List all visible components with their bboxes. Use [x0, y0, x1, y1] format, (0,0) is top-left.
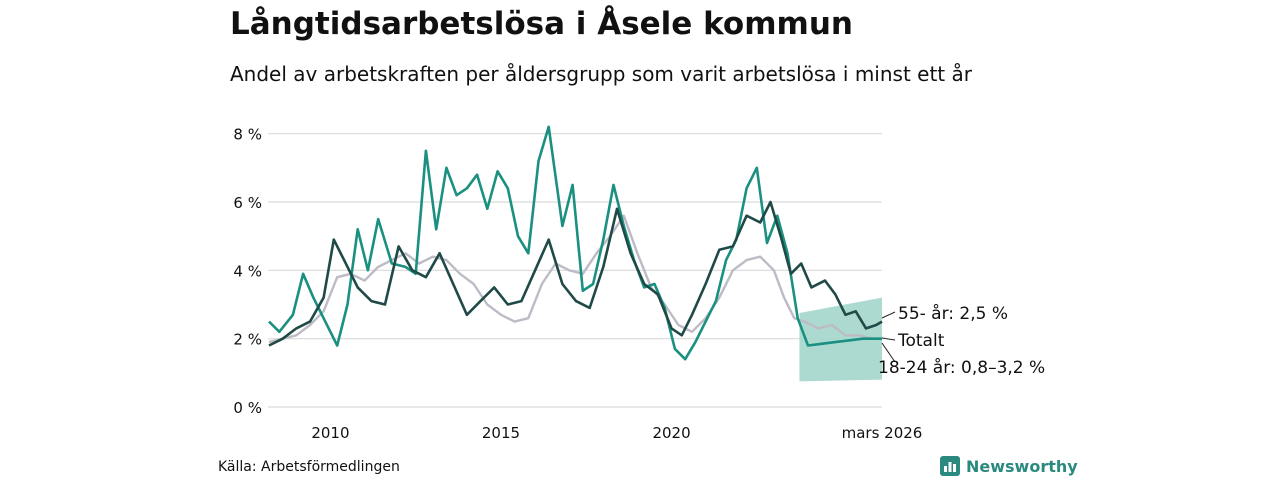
brand-name: Newsworthy [966, 456, 1078, 476]
source-note: Källa: Arbetsförmedlingen [218, 459, 400, 475]
annotation-leader [881, 337, 896, 341]
annotations: 55- år: 2,5 % Totalt 18-24 år: 0,8–3,2 % [878, 303, 1045, 378]
brand: Newsworthy [940, 456, 1078, 476]
annotation-leader [881, 311, 896, 319]
x-tick-label: 2020 [652, 424, 690, 442]
y-tick-label: 2 % [233, 331, 262, 349]
series-line-total [268, 214, 882, 344]
annotation-label: 18-24 år: 0,8–3,2 % [878, 357, 1045, 378]
series-line-age1824 [268, 125, 882, 361]
annotation-label: 55- år: 2,5 % [898, 303, 1008, 324]
y-axis: 0 % 2 % 4 % 6 % 8 % [233, 126, 262, 417]
chart-title: Långtidsarbetslösa i Åsele kommun [230, 6, 853, 42]
y-tick-label: 8 % [233, 126, 262, 144]
chart-subtitle: Andel av arbetskraften per åldersgrupp s… [230, 62, 972, 86]
series-line-age55 [268, 200, 883, 347]
y-tick-label: 4 % [233, 262, 262, 280]
y-tick-label: 6 % [233, 194, 262, 212]
x-tick-label: 2015 [482, 424, 520, 442]
series-lines [268, 125, 883, 361]
chart-logo-icon [940, 456, 960, 476]
x-axis: 2010 2015 2020 mars 2026 [311, 424, 922, 442]
annotation-label: Totalt [897, 331, 945, 351]
grid-lines [268, 133, 882, 408]
x-tick-label: 2010 [311, 424, 349, 442]
y-tick-label: 0 % [233, 399, 262, 417]
annotation-leader [881, 342, 896, 363]
x-tick-label: mars 2026 [842, 424, 923, 442]
